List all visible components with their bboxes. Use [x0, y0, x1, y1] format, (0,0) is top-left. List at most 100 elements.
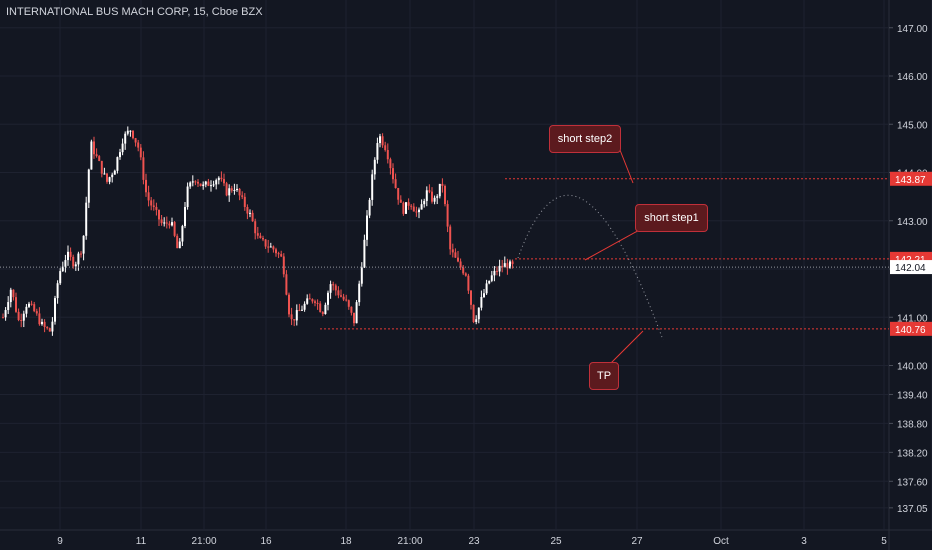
candle-body	[503, 263, 506, 268]
candle-body	[316, 302, 319, 304]
x-tick-label: 25	[550, 536, 562, 547]
candle-body	[441, 183, 444, 186]
candle-body	[59, 271, 62, 284]
pointer-short-step2	[619, 149, 634, 184]
candle-body	[246, 206, 249, 214]
candle-body	[2, 317, 4, 319]
x-tick-label: 18	[340, 536, 352, 547]
x-tick-label: 16	[260, 536, 272, 547]
candle-body	[483, 293, 485, 297]
candle-body	[350, 306, 353, 313]
candle-body	[303, 303, 306, 310]
candle-body	[87, 169, 90, 203]
candle-body	[402, 202, 405, 214]
candle-body	[54, 298, 56, 322]
candle-body	[186, 186, 189, 208]
chart-title: INTERNATIONAL BUS MACH CORP, 15, Cboe BZ…	[6, 6, 263, 18]
x-tick-label: 21:00	[191, 536, 216, 547]
candle-body	[498, 265, 501, 272]
candle-body	[98, 156, 101, 161]
y-tick-label: 137.60	[897, 477, 928, 488]
candle-body	[480, 296, 483, 308]
candle-body	[282, 256, 285, 275]
candle-body	[249, 212, 251, 214]
candle-body	[178, 241, 181, 249]
candle-body	[215, 180, 218, 185]
price-label-level	[890, 171, 932, 186]
candle-body	[428, 190, 431, 192]
candle-body	[25, 306, 28, 314]
candle-body	[173, 222, 176, 236]
candle-body	[490, 275, 493, 281]
candle-body	[462, 267, 465, 274]
candle-body	[267, 246, 270, 248]
candle-body	[347, 300, 350, 307]
candle-body	[134, 138, 137, 143]
candle-body	[108, 177, 111, 182]
candle-body	[467, 275, 470, 291]
candle-body	[360, 267, 363, 284]
candle-body	[454, 252, 457, 258]
candle-body	[20, 319, 23, 321]
candle-body	[64, 260, 67, 267]
candle-body	[493, 270, 496, 276]
candle-body	[277, 253, 280, 255]
candle-body	[236, 188, 238, 191]
candle-body	[158, 209, 160, 220]
candle-body	[275, 249, 277, 254]
candle-body	[485, 283, 488, 294]
candle-body	[506, 263, 509, 269]
candle-body	[147, 192, 150, 201]
candle-body	[412, 206, 415, 212]
candle-body	[137, 142, 140, 148]
candle-body	[191, 181, 194, 183]
candle-body	[259, 235, 262, 239]
candle-body	[28, 303, 30, 307]
candle-body	[342, 296, 345, 300]
candle-body	[113, 170, 116, 175]
candle-body	[199, 183, 202, 187]
candle-body	[207, 181, 210, 186]
candle-body	[392, 168, 394, 180]
projected-path	[517, 195, 664, 341]
candle-body	[168, 223, 171, 226]
candle-body	[329, 284, 332, 293]
candle-body	[418, 209, 420, 213]
candle-body	[405, 202, 407, 214]
candle-body	[51, 321, 54, 332]
candle-body	[475, 319, 478, 322]
annotation-short-step1[interactable]: short step1	[635, 204, 708, 232]
candle-body	[269, 246, 272, 248]
candle-body	[420, 204, 423, 210]
candle-body	[163, 222, 166, 224]
candle-body	[264, 239, 267, 247]
candle-body	[184, 207, 186, 227]
y-tick-label: 140.00	[897, 362, 928, 373]
candle-body	[12, 289, 15, 298]
candle-body	[69, 251, 72, 257]
candle-body	[311, 299, 314, 302]
candle-body	[410, 205, 413, 207]
candle-body	[116, 157, 119, 171]
candle-body	[204, 181, 207, 185]
candle-body	[7, 302, 10, 311]
candle-body	[407, 202, 410, 206]
y-tick-label: 139.40	[897, 390, 928, 401]
y-tick-label: 145.00	[897, 120, 928, 131]
annotation-tp[interactable]: TP	[589, 362, 619, 390]
candle-body	[194, 181, 197, 183]
candle-body	[90, 141, 93, 170]
candle-body	[425, 190, 428, 201]
candle-body	[464, 273, 467, 276]
candle-body	[35, 311, 38, 314]
candle-body	[262, 238, 264, 240]
candle-body	[61, 266, 64, 272]
candle-body	[160, 219, 163, 224]
pointer-tp	[607, 330, 644, 367]
candle-body	[451, 249, 454, 253]
candle-body	[67, 251, 69, 261]
candle-body	[48, 328, 51, 332]
annotation-short-step2[interactable]: short step2	[549, 125, 621, 153]
candle-body	[126, 130, 129, 134]
